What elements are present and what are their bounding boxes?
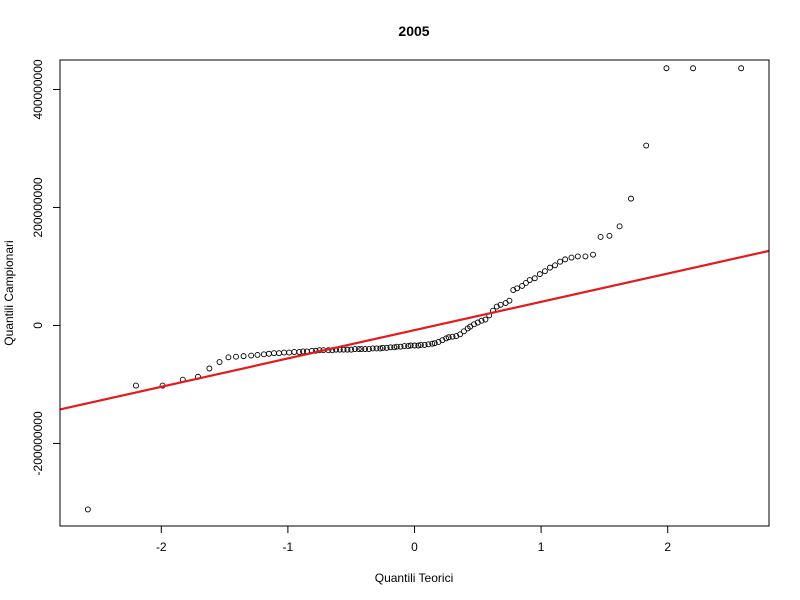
y-tick-label: 200000000 xyxy=(31,177,45,237)
data-point xyxy=(276,350,282,357)
y-tick-label: -200000000 xyxy=(31,411,45,475)
reference-line xyxy=(59,249,770,411)
data-point xyxy=(206,365,213,372)
data-point xyxy=(387,344,394,351)
data-point xyxy=(506,297,513,304)
data-point xyxy=(536,271,543,278)
data-point xyxy=(407,342,414,349)
data-point xyxy=(552,262,558,269)
data-point xyxy=(541,268,548,275)
x-axis: -2 -1 0 1 2 xyxy=(156,525,671,554)
data-point xyxy=(478,317,485,324)
data-point xyxy=(379,344,386,351)
data-point xyxy=(690,65,696,72)
reference-line-layer xyxy=(59,249,770,411)
data-point xyxy=(240,353,247,360)
data-point xyxy=(482,316,489,323)
data-point xyxy=(562,256,569,263)
data-point xyxy=(344,346,351,353)
data-point xyxy=(383,344,390,351)
x-tick-label: 1 xyxy=(538,540,545,554)
data-point xyxy=(606,232,613,239)
data-point xyxy=(373,345,380,352)
data-point xyxy=(616,223,623,230)
data-point xyxy=(377,345,384,352)
data-point xyxy=(286,349,293,356)
x-tick-label: -1 xyxy=(283,540,294,554)
data-points xyxy=(84,65,745,513)
data-point xyxy=(643,142,650,149)
data-point xyxy=(628,195,634,202)
data-point xyxy=(415,342,422,349)
data-point xyxy=(352,346,358,352)
data-point xyxy=(391,344,398,351)
y-axis-label: Quantili Campionari xyxy=(2,240,16,345)
data-point xyxy=(497,301,504,308)
data-point xyxy=(597,234,604,240)
data-point xyxy=(522,280,529,286)
data-point xyxy=(526,277,533,283)
data-point xyxy=(271,350,277,357)
x-tick-label: 0 xyxy=(411,540,418,554)
data-point xyxy=(590,251,596,258)
x-axis-label: Quantili Teorici xyxy=(375,571,453,585)
data-point xyxy=(296,349,303,355)
data-point xyxy=(281,349,288,356)
x-tick-label: -2 xyxy=(156,540,167,554)
data-point xyxy=(449,333,456,340)
data-point xyxy=(260,351,267,358)
x-tick-label: 2 xyxy=(664,540,671,554)
data-point xyxy=(401,343,408,350)
data-point xyxy=(405,343,412,350)
data-point xyxy=(365,346,372,352)
data-point xyxy=(663,65,670,72)
data-point xyxy=(547,264,553,271)
data-point xyxy=(431,340,438,347)
data-point xyxy=(421,341,428,348)
data-point xyxy=(514,285,521,292)
data-point xyxy=(738,65,745,72)
data-point xyxy=(291,349,298,355)
data-point xyxy=(358,346,365,352)
data-point xyxy=(348,346,355,353)
data-point xyxy=(300,348,307,355)
data-point xyxy=(84,506,91,513)
data-point xyxy=(362,346,369,352)
data-point xyxy=(254,351,261,358)
data-point xyxy=(574,253,581,260)
data-point xyxy=(425,341,432,348)
data-point xyxy=(393,343,400,350)
data-point xyxy=(582,253,589,260)
data-point xyxy=(457,331,464,338)
data-point xyxy=(445,334,452,341)
data-point xyxy=(557,258,564,265)
data-point xyxy=(417,341,424,348)
data-point xyxy=(355,346,362,352)
data-point xyxy=(216,359,223,365)
plot-frame xyxy=(59,59,770,527)
data-point xyxy=(519,282,526,289)
data-point xyxy=(369,345,376,352)
data-point xyxy=(411,342,418,349)
y-tick-label: 400000000 xyxy=(31,59,45,119)
data-point xyxy=(568,254,575,261)
y-axis: -200000000 0 200000000 400000000 xyxy=(31,59,61,475)
data-point xyxy=(225,354,232,361)
chart-title: 2005 xyxy=(398,23,429,39)
data-point xyxy=(133,382,139,389)
y-tick-label: 0 xyxy=(31,322,45,329)
data-point xyxy=(460,328,467,335)
data-point xyxy=(531,275,538,282)
data-point xyxy=(265,350,272,357)
data-point xyxy=(248,352,255,359)
data-point xyxy=(397,343,404,350)
data-point xyxy=(429,340,436,347)
data-point xyxy=(233,353,239,360)
